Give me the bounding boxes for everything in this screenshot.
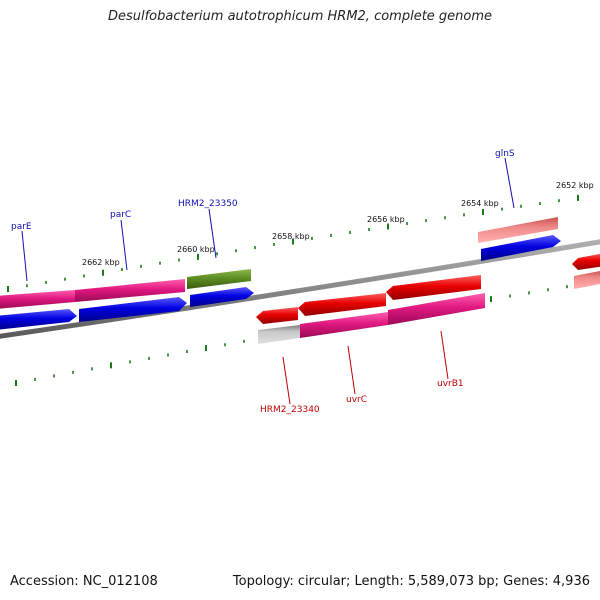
gene-label-parC[interactable]: parC bbox=[110, 210, 131, 220]
gene-uvrB1-mag[interactable] bbox=[388, 293, 485, 325]
gene-parC-blue[interactable] bbox=[79, 297, 187, 322]
label-leaders bbox=[21, 157, 515, 405]
gene-uvrC-mag[interactable] bbox=[300, 312, 388, 338]
forward-genes bbox=[0, 217, 600, 309]
gene-label-HRM2-23340[interactable]: HRM2_23340 bbox=[260, 405, 320, 415]
gene-uvrB1-red[interactable] bbox=[386, 275, 481, 300]
gene-label-glnS[interactable]: glnS bbox=[495, 149, 515, 159]
gene-uvrC-red[interactable] bbox=[298, 293, 386, 316]
kbp-labels: 2662 kbp 2660 kbp 2658 kbp 2656 kbp 2654… bbox=[82, 181, 594, 267]
gene-label-uvrC[interactable]: uvrC bbox=[346, 395, 367, 405]
kbp-label: 2654 kbp bbox=[461, 199, 499, 208]
accession-text: Accession: NC_012108 bbox=[10, 574, 158, 589]
gene-HRM2-23350-blue[interactable] bbox=[190, 287, 254, 307]
gene-glnS-top[interactable] bbox=[478, 217, 558, 243]
gene-right-red-top[interactable] bbox=[572, 253, 600, 270]
gene-label-uvrB1[interactable]: uvrB1 bbox=[437, 379, 464, 389]
gene-HRM2-23340-red[interactable] bbox=[256, 307, 298, 324]
kbp-label: 2660 kbp bbox=[177, 245, 215, 254]
blue-genes bbox=[0, 235, 561, 330]
gene-glnS-blue[interactable] bbox=[481, 235, 561, 261]
kbp-label: 2656 kbp bbox=[367, 215, 405, 224]
kbp-label: 2652 kbp bbox=[556, 181, 594, 190]
genome-backbone bbox=[0, 239, 600, 339]
gene-parE-top[interactable] bbox=[0, 290, 75, 309]
gene-HRM2-23340-grey[interactable] bbox=[258, 325, 300, 344]
kbp-label: 2662 kbp bbox=[82, 258, 120, 267]
reverse-gene-labels: HRM2_23340 uvrC uvrB1 bbox=[260, 379, 464, 415]
gene-parC-top[interactable] bbox=[75, 279, 185, 302]
topology-text: Topology: circular; Length: 5,589,073 bp… bbox=[232, 574, 590, 589]
reverse-genes bbox=[256, 270, 600, 344]
gene-right-salmon[interactable] bbox=[574, 270, 600, 289]
gene-HRM2-23350[interactable] bbox=[187, 269, 251, 289]
forward-gene-labels: parE parC HRM2_23350 glnS bbox=[11, 149, 515, 232]
gene-label-HRM2-23350[interactable]: HRM2_23350 bbox=[178, 199, 238, 209]
scale-ticks bbox=[7, 194, 587, 386]
gene-label-parE[interactable]: parE bbox=[11, 222, 32, 232]
gene-parE-blue[interactable] bbox=[0, 309, 77, 330]
diagram-title: Desulfobacterium autotrophicum HRM2, com… bbox=[107, 9, 493, 24]
kbp-label: 2658 kbp bbox=[272, 232, 310, 241]
